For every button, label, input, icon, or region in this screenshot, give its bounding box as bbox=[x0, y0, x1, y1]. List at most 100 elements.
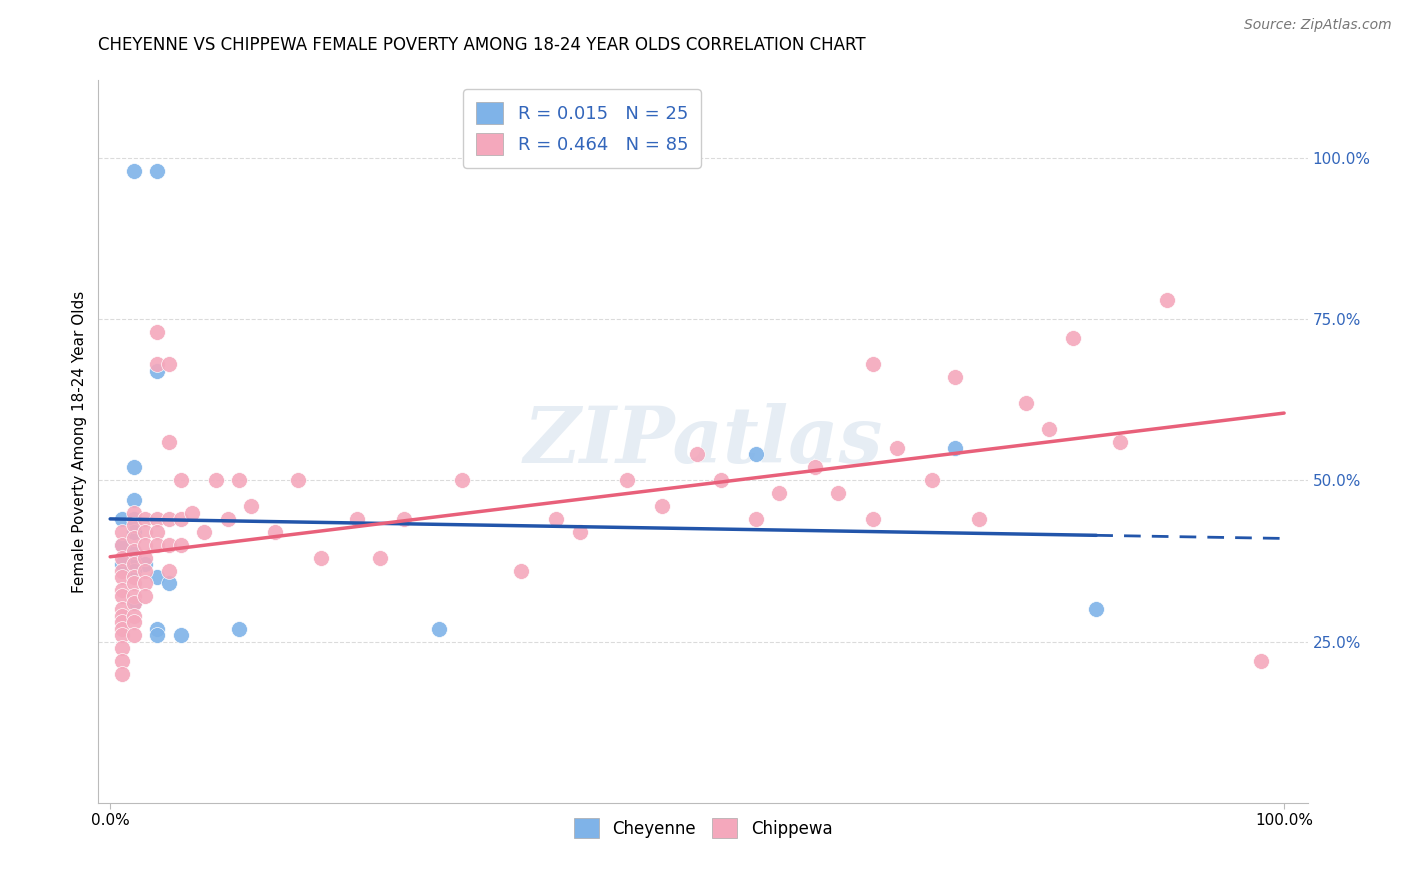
Point bbox=[169, 473, 191, 487]
Point bbox=[122, 596, 145, 610]
Point bbox=[146, 622, 169, 636]
Point bbox=[1085, 602, 1108, 616]
Point bbox=[122, 570, 145, 584]
Y-axis label: Female Poverty Among 18-24 Year Olds: Female Poverty Among 18-24 Year Olds bbox=[72, 291, 87, 592]
Point bbox=[146, 512, 169, 526]
Text: CHEYENNE VS CHIPPEWA FEMALE POVERTY AMONG 18-24 YEAR OLDS CORRELATION CHART: CHEYENNE VS CHIPPEWA FEMALE POVERTY AMON… bbox=[98, 36, 866, 54]
Point bbox=[228, 622, 250, 636]
Point bbox=[111, 538, 134, 552]
Point bbox=[169, 512, 191, 526]
Point bbox=[122, 615, 145, 630]
Point bbox=[240, 499, 263, 513]
Point bbox=[1062, 331, 1084, 345]
Point bbox=[1038, 422, 1060, 436]
Point bbox=[111, 628, 134, 642]
Point bbox=[217, 512, 239, 526]
Point bbox=[111, 557, 134, 571]
Point bbox=[193, 524, 215, 539]
Point bbox=[122, 163, 145, 178]
Point bbox=[862, 512, 884, 526]
Point bbox=[146, 570, 169, 584]
Point bbox=[146, 538, 169, 552]
Point bbox=[122, 628, 145, 642]
Point bbox=[134, 550, 156, 565]
Point bbox=[134, 524, 156, 539]
Point bbox=[134, 564, 156, 578]
Point bbox=[111, 538, 134, 552]
Point bbox=[122, 460, 145, 475]
Point bbox=[122, 590, 145, 604]
Point bbox=[146, 163, 169, 178]
Point bbox=[111, 564, 134, 578]
Point bbox=[122, 564, 145, 578]
Text: ZIPatlas: ZIPatlas bbox=[523, 403, 883, 480]
Point bbox=[134, 557, 156, 571]
Point bbox=[122, 544, 145, 558]
Point bbox=[204, 473, 226, 487]
Point bbox=[146, 363, 169, 377]
Point bbox=[368, 550, 391, 565]
Point bbox=[146, 325, 169, 339]
Point bbox=[111, 666, 134, 681]
Point bbox=[157, 512, 180, 526]
Point bbox=[886, 441, 908, 455]
Point bbox=[122, 531, 145, 545]
Point bbox=[111, 622, 134, 636]
Point bbox=[111, 590, 134, 604]
Point bbox=[745, 512, 768, 526]
Point bbox=[228, 473, 250, 487]
Point bbox=[134, 538, 156, 552]
Point bbox=[157, 357, 180, 371]
Point bbox=[111, 570, 134, 584]
Point bbox=[146, 628, 169, 642]
Point bbox=[346, 512, 368, 526]
Point bbox=[427, 622, 450, 636]
Point bbox=[111, 550, 134, 565]
Point bbox=[146, 357, 169, 371]
Point bbox=[1250, 654, 1272, 668]
Point bbox=[122, 608, 145, 623]
Point bbox=[122, 506, 145, 520]
Point bbox=[169, 628, 191, 642]
Point bbox=[134, 590, 156, 604]
Point bbox=[111, 582, 134, 597]
Point bbox=[122, 576, 145, 591]
Point bbox=[451, 473, 474, 487]
Point bbox=[157, 538, 180, 552]
Point bbox=[686, 447, 709, 461]
Point bbox=[111, 512, 134, 526]
Point bbox=[546, 512, 568, 526]
Point bbox=[967, 512, 990, 526]
Point bbox=[169, 538, 191, 552]
Point bbox=[111, 602, 134, 616]
Point bbox=[146, 524, 169, 539]
Point bbox=[122, 550, 145, 565]
Point bbox=[921, 473, 943, 487]
Legend: Cheyenne, Chippewa: Cheyenne, Chippewa bbox=[567, 812, 839, 845]
Point bbox=[263, 524, 285, 539]
Point bbox=[945, 370, 967, 384]
Point bbox=[768, 486, 790, 500]
Point bbox=[122, 512, 145, 526]
Point bbox=[616, 473, 638, 487]
Point bbox=[157, 434, 180, 449]
Point bbox=[111, 654, 134, 668]
Point bbox=[745, 447, 768, 461]
Point bbox=[134, 512, 156, 526]
Point bbox=[710, 473, 733, 487]
Point bbox=[311, 550, 333, 565]
Point bbox=[1108, 434, 1130, 449]
Point bbox=[122, 544, 145, 558]
Point bbox=[111, 608, 134, 623]
Point bbox=[803, 460, 825, 475]
Point bbox=[111, 524, 134, 539]
Point bbox=[122, 518, 145, 533]
Point bbox=[827, 486, 849, 500]
Point bbox=[568, 524, 591, 539]
Point bbox=[651, 499, 673, 513]
Point bbox=[862, 357, 884, 371]
Point bbox=[157, 576, 180, 591]
Text: Source: ZipAtlas.com: Source: ZipAtlas.com bbox=[1244, 18, 1392, 32]
Point bbox=[122, 524, 145, 539]
Point bbox=[111, 640, 134, 655]
